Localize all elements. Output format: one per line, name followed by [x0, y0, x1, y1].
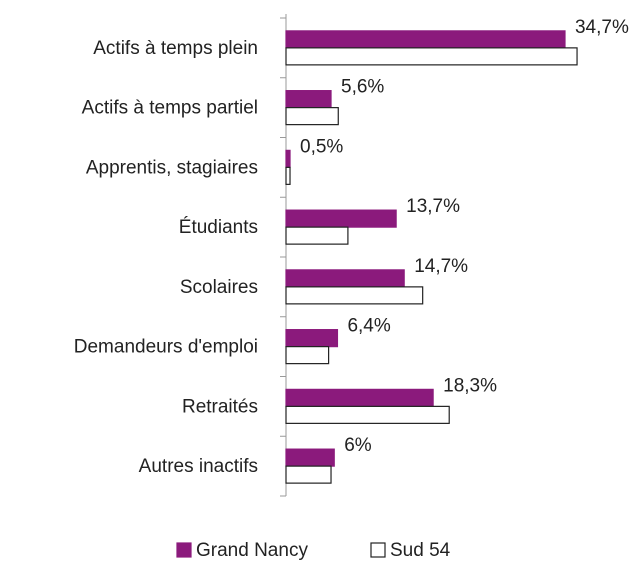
bar	[285, 107, 339, 126]
bar	[285, 286, 424, 305]
bar	[285, 209, 397, 228]
legend-swatch	[370, 542, 386, 558]
value-label: 13,7%	[406, 196, 460, 217]
value-label: 6%	[344, 435, 372, 456]
category-label: Scolaires	[180, 277, 258, 298]
bar	[285, 405, 450, 424]
legend-label: Grand Nancy	[196, 540, 308, 561]
value-label: 5,6%	[341, 77, 384, 98]
bar	[285, 166, 291, 185]
bar	[285, 388, 434, 407]
value-label: 0,5%	[300, 136, 343, 157]
legend-label: Sud 54	[390, 540, 451, 561]
bar	[285, 329, 339, 348]
value-label: 6,4%	[347, 316, 390, 337]
legend-swatch	[176, 542, 192, 558]
bar	[285, 448, 335, 467]
value-label: 34,7%	[575, 17, 629, 38]
category-label: Étudiants	[179, 217, 258, 238]
bar	[285, 346, 330, 365]
category-label: Autres inactifs	[139, 456, 258, 477]
bar	[285, 226, 349, 245]
category-label: Actifs à temps partiel	[82, 98, 258, 119]
bar	[285, 47, 578, 66]
value-label: 14,7%	[414, 256, 468, 277]
bar	[285, 149, 291, 168]
bar	[285, 30, 566, 49]
category-label: Apprentis, stagiaires	[86, 157, 258, 178]
category-label: Retraités	[182, 396, 258, 417]
value-label: 18,3%	[443, 375, 497, 396]
category-label: Demandeurs d'emploi	[74, 337, 258, 358]
bar	[285, 465, 332, 484]
bar	[285, 269, 405, 288]
category-label: Actifs à temps plein	[93, 38, 258, 59]
bar	[285, 90, 332, 109]
